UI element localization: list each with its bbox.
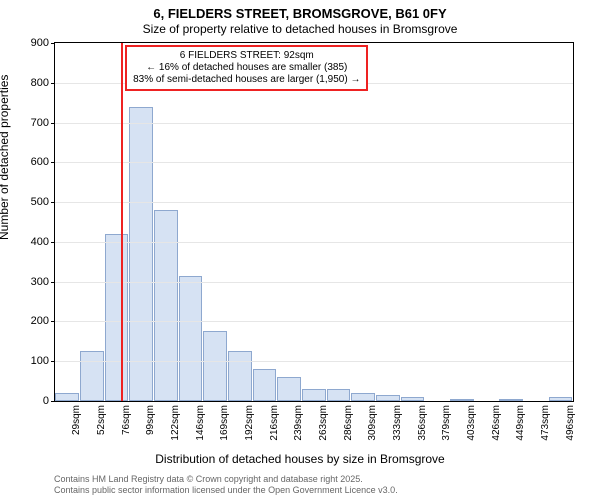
xtick-label: 426sqm [491,405,502,441]
xtick-label: 356sqm [417,405,428,441]
xtick-label: 286sqm [343,405,354,441]
bar [450,399,474,401]
bar [80,351,104,401]
legend-line: ← 16% of detached houses are smaller (38… [133,62,360,74]
y-axis-label: Number of detached properties [0,75,11,240]
ytick-label: 600 [31,156,49,168]
ytick-label: 100 [31,355,49,367]
bars-container [55,43,573,401]
bar [154,210,178,401]
credit-line-2: Contains public sector information licen… [54,485,398,496]
xtick-label: 379sqm [441,405,452,441]
xtick-label: 146sqm [195,405,206,441]
ytick-label: 900 [31,37,49,49]
xtick-label: 309sqm [367,405,378,441]
xtick-label: 192sqm [244,405,255,441]
title-primary: 6, FIELDERS STREET, BROMSGROVE, B61 0FY [0,6,600,22]
bar [179,276,203,401]
bar [499,399,523,401]
bar [105,234,129,401]
xtick-label: 263sqm [318,405,329,441]
bar [203,331,227,401]
bar [401,397,425,401]
bar [253,369,277,401]
gridline [55,361,573,362]
gridline [55,321,573,322]
bar [228,351,252,401]
ytick-mark [51,162,55,163]
legend-line: 83% of semi-detached houses are larger (… [133,74,360,86]
gridline [55,123,573,124]
bar [549,397,573,401]
bar [55,393,79,401]
xtick-label: 333sqm [392,405,403,441]
ytick-mark [51,242,55,243]
xtick-label: 403sqm [466,405,477,441]
ytick-mark [51,361,55,362]
xtick-label: 122sqm [170,405,181,441]
legend-line: 6 FIELDERS STREET: 92sqm [133,50,360,62]
xtick-label: 239sqm [293,405,304,441]
ytick-label: 0 [43,395,49,407]
bar [351,393,375,401]
ytick-label: 700 [31,117,49,129]
gridline [55,162,573,163]
ytick-mark [51,123,55,124]
ytick-mark [51,83,55,84]
ytick-mark [51,401,55,402]
plot-area: 0100200300400500600700800900 29sqm52sqm7… [54,42,574,402]
xtick-label: 169sqm [219,405,230,441]
xtick-label: 496sqm [565,405,576,441]
ytick-mark [51,282,55,283]
gridline [55,242,573,243]
xtick-label: 29sqm [71,405,82,435]
xtick-label: 76sqm [121,405,132,435]
legend: 6 FIELDERS STREET: 92sqm← 16% of detache… [125,45,368,91]
xtick-label: 99sqm [145,405,156,435]
xtick-label: 216sqm [269,405,280,441]
bar [302,389,326,401]
title-secondary: Size of property relative to detached ho… [0,22,600,36]
xtick-label: 52sqm [96,405,107,435]
gridline [55,202,573,203]
xtick-label: 449sqm [515,405,526,441]
x-axis-label: Distribution of detached houses by size … [0,452,600,466]
ytick-label: 800 [31,77,49,89]
gridline [55,282,573,283]
chart-titles: 6, FIELDERS STREET, BROMSGROVE, B61 0FY … [0,6,600,36]
ytick-label: 200 [31,315,49,327]
xtick-label: 473sqm [540,405,551,441]
credits: Contains HM Land Registry data © Crown c… [54,474,398,497]
marker-line [121,43,123,401]
ytick-label: 500 [31,196,49,208]
bar [277,377,301,401]
ytick-mark [51,202,55,203]
bar [327,389,351,401]
ytick-label: 400 [31,236,49,248]
ytick-mark [51,43,55,44]
ytick-label: 300 [31,276,49,288]
bar [129,107,153,401]
bar [376,395,400,401]
ytick-mark [51,321,55,322]
credit-line-1: Contains HM Land Registry data © Crown c… [54,474,398,485]
